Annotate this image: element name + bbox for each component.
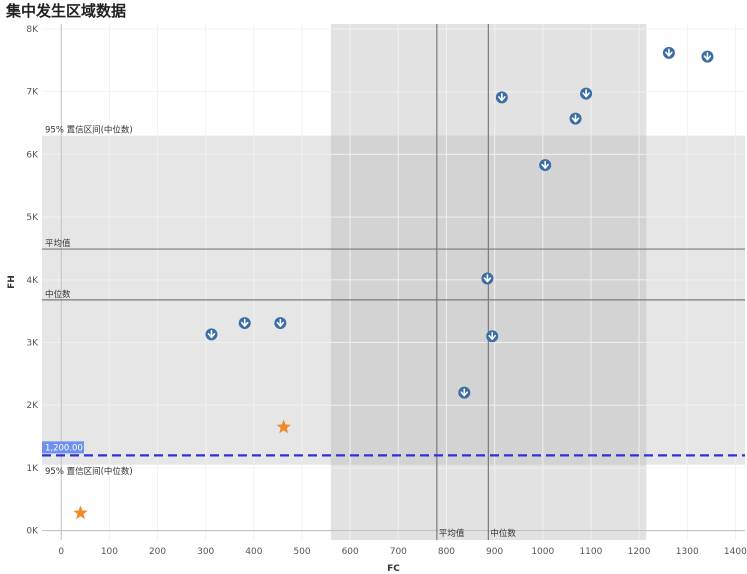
x-tick-label: 1400 [724,547,747,557]
x-tick-label: 900 [486,547,503,557]
star-marker-point [276,419,291,434]
y-mean-label: 平均值 [45,238,71,249]
y-median-label: 中位数 [45,289,71,300]
x-tick-label: 1100 [579,547,602,557]
x-tick-label: 300 [197,547,214,557]
arrow-marker-point [486,330,499,343]
x-axis-title: FC [387,564,400,574]
x-tick-label: 100 [101,547,118,557]
y-tick-label: 8K [26,25,39,35]
arrow-marker-point [701,50,714,63]
arrow-marker-point [495,91,508,104]
arrow-marker-point [238,317,251,330]
y-tick-label: 4K [26,276,39,286]
x-tick-label: 500 [293,547,310,557]
x-median-label: 中位数 [490,528,516,539]
constant-line-badge [42,441,84,454]
star-marker-point [73,505,88,520]
x-tick-label: 200 [149,547,166,557]
x-tick-label: 700 [390,547,407,557]
y-tick-label: 3K [26,339,39,349]
arrow-marker-point [205,328,218,341]
x-tick-label: 1200 [628,547,651,557]
y-axis-title: FH [7,275,17,289]
y-tick-label: 1K [26,464,39,474]
arrow-marker-point [569,112,582,125]
y-tick-label: 5K [26,213,39,223]
arrow-marker-point [539,159,552,172]
arrow-marker-point [481,272,494,285]
x-tick-label: 1000 [531,547,554,557]
constant-line-label: 1,200.00 [45,443,83,453]
arrow-marker-point [458,386,471,399]
y-tick-label: 2K [26,401,39,411]
y-ci-bottom-label: 95% 置信区间(中位数) [45,466,133,477]
y-tick-label: 7K [26,88,39,98]
arrow-marker-point [580,87,593,100]
x-mean-label: 平均值 [439,528,465,539]
y-tick-label: 0K [26,527,39,537]
y-ci-top-label: 95% 置信区间(中位数) [45,125,133,136]
x-tick-label: 600 [342,547,359,557]
chart-title: 集中发生区域数据 [6,2,127,20]
x-tick-label: 1300 [676,547,699,557]
x-tick-label: 800 [438,547,455,557]
x-tick-label: 0 [58,547,64,557]
x-tick-label: 400 [245,547,262,557]
arrow-marker-point [662,46,675,59]
arrow-marker-point [274,317,287,330]
y-tick-label: 6K [26,150,39,160]
